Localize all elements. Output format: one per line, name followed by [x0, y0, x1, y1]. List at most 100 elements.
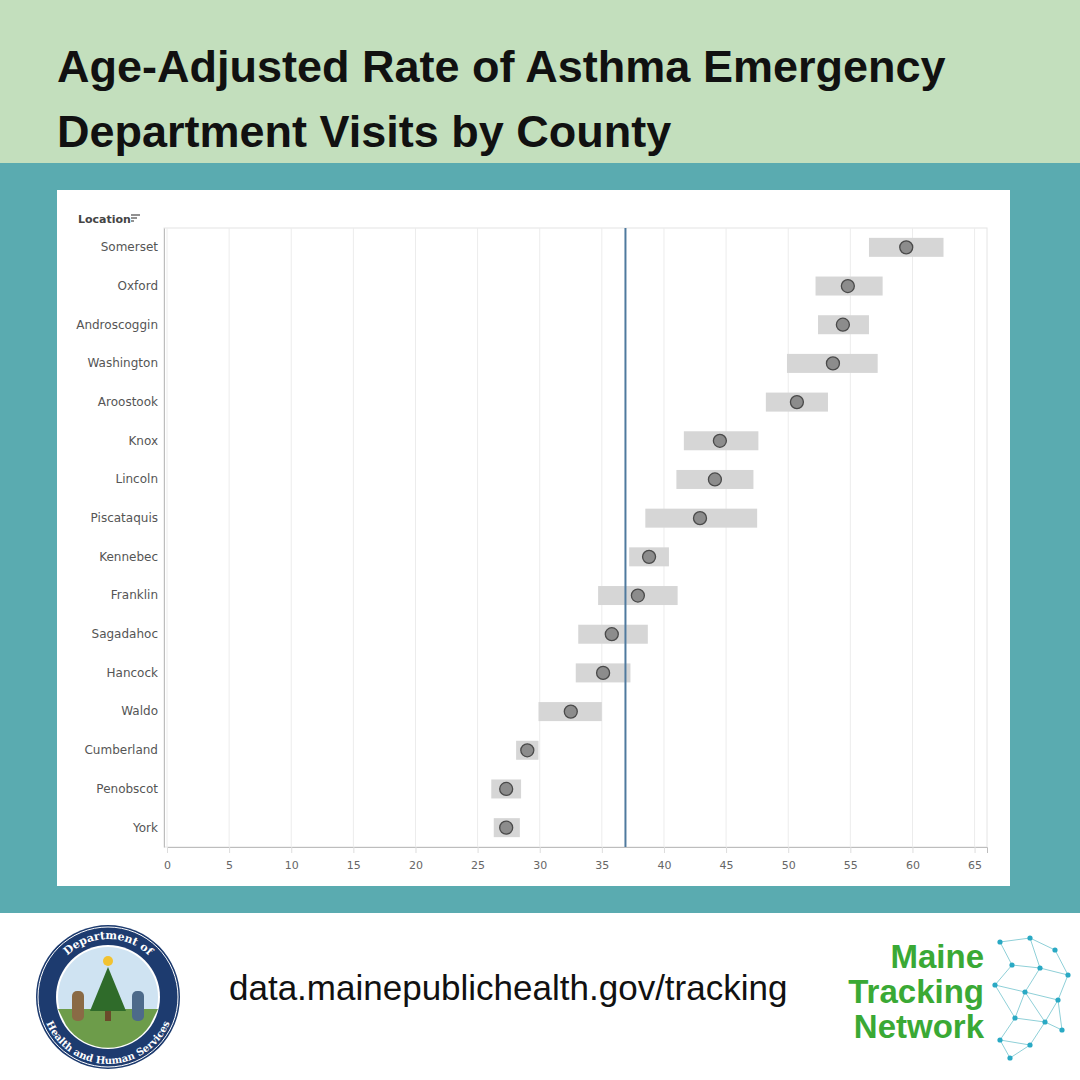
confidence-interval[interactable]: [516, 741, 538, 760]
y-tick: Kennebec: [99, 550, 164, 564]
confidence-interval[interactable]: [578, 625, 648, 644]
x-tick-mark: [353, 847, 354, 853]
rate-dot[interactable]: [500, 782, 513, 795]
confidence-interval[interactable]: [684, 431, 759, 450]
rate-dot[interactable]: [841, 280, 854, 293]
logo-link: [1000, 938, 1030, 942]
x-tick: 20: [409, 847, 423, 872]
confidence-interval[interactable]: [629, 547, 669, 566]
logo-node: [1007, 1055, 1012, 1060]
confidence-interval[interactable]: [816, 277, 883, 296]
seal-sky: [58, 947, 158, 1047]
seal-trunk: [105, 1011, 111, 1021]
confidence-interval[interactable]: [538, 702, 601, 721]
x-tick: 0: [164, 847, 171, 872]
confidence-interval[interactable]: [766, 393, 828, 412]
sort-icon-bar[interactable]: [131, 214, 140, 215]
y-tick-label: York: [132, 820, 158, 834]
x-tick-mark: [291, 847, 292, 853]
y-tick: Knox: [128, 434, 164, 448]
rate-dot[interactable]: [631, 589, 644, 602]
grid-line: [229, 228, 230, 847]
rate-dot[interactable]: [564, 705, 577, 718]
rate-dot[interactable]: [826, 357, 839, 370]
y-tick: Lincoln: [115, 472, 164, 486]
y-axis-line: [164, 229, 165, 848]
logo-node: [1009, 962, 1014, 967]
seal-text-bottom: Health and Human Services: [44, 1019, 172, 1066]
y-tick: Franklin: [111, 588, 164, 602]
confidence-interval[interactable]: [645, 509, 757, 528]
y-tick: Oxford: [118, 279, 164, 293]
sort-icon[interactable]: [131, 215, 140, 221]
seal-figure: [132, 991, 144, 1021]
logo-network: [992, 935, 1070, 1060]
rate-dot[interactable]: [521, 744, 534, 757]
rate-dot[interactable]: [900, 241, 913, 254]
logo-link: [1055, 950, 1068, 975]
x-tick-mark: [167, 847, 168, 853]
rate-dot[interactable]: [713, 434, 726, 447]
grid-line: [539, 228, 540, 847]
confidence-interval[interactable]: [598, 586, 678, 605]
logo-link: [1012, 965, 1040, 968]
chart-panel: [57, 190, 1010, 886]
y-tick-label: Washington: [87, 356, 158, 370]
y-tick-label: Sagadahoc: [92, 627, 158, 641]
y-tick: Hancock: [107, 666, 164, 680]
x-tick-label: 60: [906, 859, 920, 872]
confidence-interval[interactable]: [494, 818, 520, 837]
y-tick-label: Franklin: [111, 588, 158, 602]
rate-dot[interactable]: [790, 396, 803, 409]
grid-line: [912, 228, 913, 847]
confidence-interval[interactable]: [576, 663, 631, 682]
seal-text-top: Department of: [61, 929, 156, 959]
rate-dot[interactable]: [643, 550, 656, 563]
y-tick: Piscataquis: [91, 511, 164, 525]
grid-line: [353, 228, 354, 847]
confidence-interval[interactable]: [787, 354, 878, 373]
rate-dot[interactable]: [597, 666, 610, 679]
x-tick: 45: [720, 847, 734, 872]
chart: 05101520253035404550556065SomersetOxford…: [76, 213, 987, 872]
grid-line: [477, 228, 478, 847]
y-tick-label: Piscataquis: [91, 511, 158, 525]
logo-link: [1025, 992, 1045, 1022]
rate-dot[interactable]: [694, 512, 707, 525]
x-tick-label: 65: [968, 859, 982, 872]
logo-node: [997, 1037, 1002, 1042]
logo-node: [1012, 1015, 1017, 1020]
y-tick-label: Kennebec: [99, 550, 158, 564]
grid-line: [726, 228, 727, 847]
logo-link: [995, 985, 1015, 1018]
rate-dot[interactable]: [708, 473, 721, 486]
reference-line: [624, 228, 626, 847]
confidence-interval[interactable]: [676, 470, 753, 489]
y-tick: Sagadahoc: [92, 627, 164, 641]
x-tick-mark: [229, 847, 230, 853]
logo-link: [1030, 1022, 1045, 1045]
marks: [491, 228, 943, 847]
sort-icon-bar[interactable]: [131, 217, 137, 218]
logo-node: [1037, 965, 1042, 970]
seal-figure: [72, 991, 84, 1021]
rate-dot[interactable]: [500, 821, 513, 834]
plot-frame: [164, 228, 987, 847]
confidence-interval[interactable]: [491, 779, 521, 798]
x-tick-label: 25: [471, 859, 485, 872]
confidence-interval[interactable]: [869, 238, 944, 257]
x-tick-mark: [850, 847, 851, 853]
logo-text: Maine: [890, 938, 984, 975]
logo-link: [1045, 1000, 1058, 1022]
sort-icon-bar[interactable]: [131, 220, 134, 221]
x-tick-label: 35: [595, 859, 609, 872]
x-tick-mark: [726, 847, 727, 853]
confidence-interval[interactable]: [818, 315, 869, 334]
y-tick-label: Penobscot: [96, 782, 158, 796]
rate-dot[interactable]: [836, 318, 849, 331]
x-tick-label: 5: [226, 859, 233, 872]
rate-dot[interactable]: [605, 628, 618, 641]
grid-line: [415, 228, 416, 847]
logo-node: [1022, 989, 1027, 994]
grid-line: [291, 228, 292, 847]
